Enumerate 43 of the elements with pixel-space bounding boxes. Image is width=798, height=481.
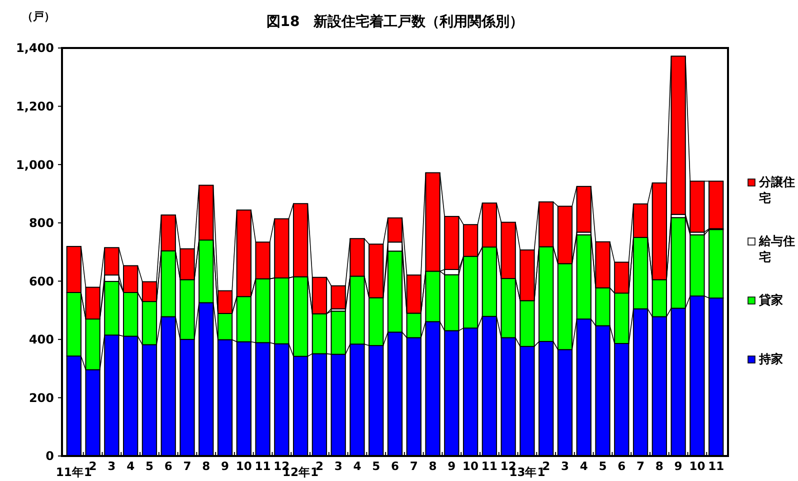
x-tick-label: 10 (236, 459, 252, 473)
x-tick-label: 3 (334, 459, 342, 473)
x-tick-label: 4 (353, 459, 362, 473)
x-tick-label: 8 (655, 459, 664, 473)
x-tick-label: 6 (618, 459, 626, 473)
x-tick-label: 5 (598, 459, 607, 473)
x-tick-label: 7 (636, 459, 645, 473)
x-tick-label: 7 (183, 459, 192, 473)
x-tick-label: 11 (708, 459, 724, 473)
x-tick-label: 3 (108, 459, 116, 473)
y-tick-label: 1,200 (16, 99, 54, 114)
x-tick-label: 6 (164, 459, 172, 473)
y-axis-title: （戸） (22, 10, 55, 23)
x-tick-label: 4 (580, 459, 588, 473)
y-tick-label: 0 (46, 449, 54, 464)
y-tick-label: 600 (28, 274, 54, 288)
y-tick-label: 800 (28, 216, 54, 230)
x-tick-label: 10 (462, 459, 479, 473)
x-tick-label: 9 (448, 459, 456, 473)
legend-label: 分譲住宅 (758, 175, 795, 205)
y-tick-label: 1,400 (16, 41, 54, 56)
x-tick-label: 4 (126, 459, 135, 473)
x-tick-label: 11 (254, 459, 271, 473)
x-tick-label: 2 (315, 459, 324, 473)
x-tick-label: 8 (428, 459, 437, 473)
y-tick-label: 400 (28, 332, 54, 347)
x-tick-label: 9 (674, 459, 682, 473)
y-tick-label: 1,000 (16, 158, 54, 172)
legend-label: 持家 (758, 352, 783, 366)
x-tick-label: 11 (481, 459, 498, 473)
x-tick-label: 2 (542, 459, 550, 473)
x-tick-label: 5 (372, 459, 380, 473)
x-tick-label: 8 (202, 459, 210, 473)
x-tick-label: 5 (145, 459, 154, 473)
x-tick-label: 10 (689, 459, 706, 473)
chart-title: 図18 新設住宅着工戸数（利用関係別） (266, 13, 524, 30)
x-tick-label: 3 (560, 459, 569, 473)
x-tick-label: 6 (390, 459, 400, 473)
y-tick-label: 200 (28, 390, 54, 405)
legend-label: 給与住宅 (758, 234, 795, 264)
x-tick-label: 7 (410, 459, 418, 473)
legend-label: 貸家 (758, 293, 783, 307)
x-tick-label: 9 (221, 459, 230, 473)
